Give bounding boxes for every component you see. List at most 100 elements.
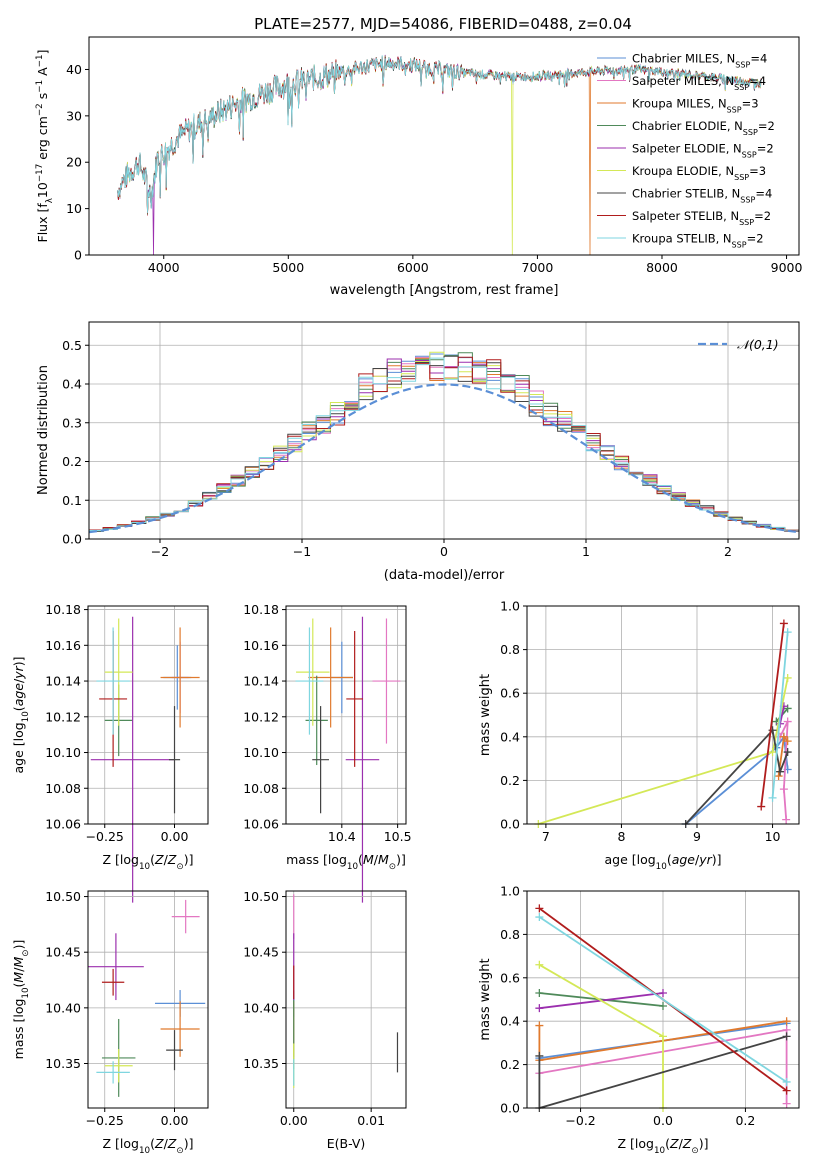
residuals-ytick-label: 0.3 <box>62 415 82 430</box>
weight-vs-age-ytick-label: 0.2 <box>500 773 520 788</box>
spectrum-ytick-label: 20 <box>66 155 82 170</box>
weight-vs-Z-ytick-label: 0.6 <box>500 970 520 985</box>
weight-vs-age-ytick-label: 0.4 <box>500 729 520 744</box>
weight-vs-age-marker <box>779 619 788 628</box>
mass-vs-ebv-xtick-label: 0.01 <box>357 1113 385 1128</box>
age-vs-mass-ytick-label: 10.14 <box>243 674 279 689</box>
weight-vs-age-xlabel: age [log10(age/yr)] <box>604 852 721 872</box>
age-vs-mass-ytick-label: 10.18 <box>243 602 279 617</box>
spectrum-xlabel: wavelength [Angstrom, rest frame] <box>330 283 559 298</box>
residuals-xlabel: (data-model)/error <box>384 568 505 583</box>
weight-vs-Z-marker <box>535 960 544 969</box>
residuals-legend-label: 𝒩(0,1) <box>737 337 779 352</box>
weight-vs-Z-xtick-label: −0.2 <box>565 1113 595 1128</box>
weight-vs-Z-marker <box>782 1017 791 1026</box>
weight-vs-age-marker <box>757 802 766 811</box>
spectrum-legend-label: Chabrier STELIB, NSSP=4 <box>632 187 772 205</box>
age-vs-Z-ytick-label: 10.16 <box>45 638 81 653</box>
weight-vs-Z-marker <box>659 1002 667 1011</box>
spectrum-xtick-label: 4000 <box>148 260 180 275</box>
spectrum-legend-label: Salpeter ELODIE, NSSP=2 <box>632 142 774 160</box>
weight-vs-age-marker <box>783 673 792 682</box>
residuals-ytick-label: 0.4 <box>62 377 82 392</box>
mass-vs-Z-ytick-label: 10.50 <box>45 889 81 904</box>
age-vs-Z-ytick-label: 10.14 <box>45 674 81 689</box>
age-vs-Z-xtick-label: −0.25 <box>86 829 124 844</box>
spectrum-legend-label: Chabrier MILES, NSSP=4 <box>632 52 767 70</box>
spectrum-ytick-label: 0 <box>74 248 82 263</box>
age-vs-mass-ytick-label: 10.08 <box>243 781 279 796</box>
weight-vs-age-marker <box>783 737 792 746</box>
weight-vs-Z-marker <box>782 1077 791 1086</box>
weight-vs-Z-frame <box>526 890 800 1109</box>
weight-vs-Z-marker <box>535 913 544 922</box>
residuals-ytick-label: 0.5 <box>62 338 82 353</box>
weight-vs-age-xtick-label: 8 <box>617 829 625 844</box>
mass-vs-ebv-ytick-label: 10.35 <box>243 1056 279 1071</box>
weight-vs-Z-ytick-label: 0.0 <box>500 1101 520 1116</box>
residuals-xtick-label: −1 <box>293 544 311 559</box>
mass-vs-Z-xtick-label: −0.25 <box>86 1113 124 1128</box>
age-vs-Z-ytick-label: 10.08 <box>45 781 81 796</box>
weight-vs-Z-marker <box>782 1032 791 1041</box>
weight-vs-Z-marker <box>659 1032 667 1041</box>
residuals-gaussian-line <box>88 383 800 534</box>
weight-vs-age-series-line <box>760 623 785 807</box>
age-vs-mass-ytick-label: 10.16 <box>243 638 279 653</box>
weight-vs-age-xtick-label: 7 <box>542 829 550 844</box>
spectrum-legend-label: Chabrier ELODIE, NSSP=2 <box>632 119 775 137</box>
spectrum-legend-label: Salpeter STELIB, NSSP=2 <box>632 209 771 227</box>
age-vs-Z-ytick-label: 10.10 <box>45 745 81 760</box>
weight-vs-age-marker <box>783 628 792 637</box>
residuals-ytick-label: 0.0 <box>62 532 82 547</box>
weight-vs-Z-xtick-label: 0.0 <box>653 1113 673 1128</box>
spectrum-legend-label: Kroupa STELIB, NSSP=2 <box>632 232 764 250</box>
spectrum-xtick-label: 9000 <box>771 260 803 275</box>
weight-vs-Z-marker <box>535 1051 544 1060</box>
residuals-xtick-label: 0 <box>440 544 448 559</box>
age-vs-mass-xtick-label: 10.5 <box>384 829 412 844</box>
weight-vs-Z-marker <box>659 988 667 997</box>
weight-vs-age-marker <box>776 767 785 776</box>
weight-vs-age-ytick-label: 0.0 <box>500 817 520 832</box>
weight-vs-Z-marker <box>535 1021 544 1030</box>
plots: 4000 5000 6000 7000 8000 9000010203040Chabrie… <box>11 36 803 1156</box>
weight-vs-age-frame <box>526 605 800 825</box>
weight-vs-Z-marker <box>782 1086 791 1095</box>
age-vs-Z-ytick-label: 10.12 <box>45 709 81 724</box>
spectrum-legend-label: Salpeter MILES, NSSP=4 <box>632 74 766 92</box>
spectrum-ylabel: Flux [fλ10−17 erg cm−2 s−1 A−1] <box>35 50 55 243</box>
mass-vs-ebv-ytick-label: 10.40 <box>243 1000 279 1015</box>
spectrum-ytick-label: 10 <box>66 201 82 216</box>
mass-vs-Z-ytick-label: 10.35 <box>45 1056 81 1071</box>
weight-vs-age-marker <box>779 732 788 741</box>
age-vs-Z-ylabel: age [log10(age/yr)] <box>11 656 31 773</box>
weight-vs-Z-ylabel: mass weight <box>478 958 493 1040</box>
age-vs-mass-ytick-label: 10.12 <box>243 709 279 724</box>
residuals-ytick-label: 0.2 <box>62 454 82 469</box>
mass-vs-Z-ytick-label: 10.40 <box>45 1000 81 1015</box>
residuals-xtick-label: −2 <box>151 544 169 559</box>
mass-vs-Z-ytick-label: 10.45 <box>45 945 81 960</box>
weight-vs-Z-ytick-label: 0.2 <box>500 1057 520 1072</box>
spectrum-ytick-label: 30 <box>66 108 82 123</box>
mass-vs-Z-frame <box>87 890 209 1109</box>
weight-vs-Z-ytick-label: 0.4 <box>500 1014 520 1029</box>
residuals-xtick-label: 2 <box>724 544 732 559</box>
weight-vs-Z-ytick-label: 0.8 <box>500 927 520 942</box>
age-vs-mass-xlabel: mass [log10(M/M⊙)] <box>286 852 406 872</box>
spectrum-legend-label: Kroupa MILES, NSSP=3 <box>632 97 759 115</box>
residuals-ytick-label: 0.1 <box>62 493 82 508</box>
weight-vs-age-xtick-label: 9 <box>693 829 701 844</box>
mass-vs-ebv-ytick-label: 10.50 <box>243 889 279 904</box>
age-vs-mass-frame <box>285 605 407 825</box>
spectrum-xtick-label: 5000 <box>272 260 304 275</box>
weight-vs-age-ytick-label: 0.6 <box>500 686 520 701</box>
weight-vs-age-series-line <box>771 632 789 798</box>
age-vs-Z-xlabel: Z [log10(Z/Z⊙)] <box>103 852 194 872</box>
spectrum-xtick-label: 8000 <box>646 260 678 275</box>
weight-vs-Z-xlabel: Z [log10(Z/Z⊙)] <box>618 1136 709 1156</box>
figure-title: PLATE=2577, MJD=54086, FIBERID=0488, z=0… <box>254 15 632 33</box>
weight-vs-age-marker <box>782 815 791 824</box>
